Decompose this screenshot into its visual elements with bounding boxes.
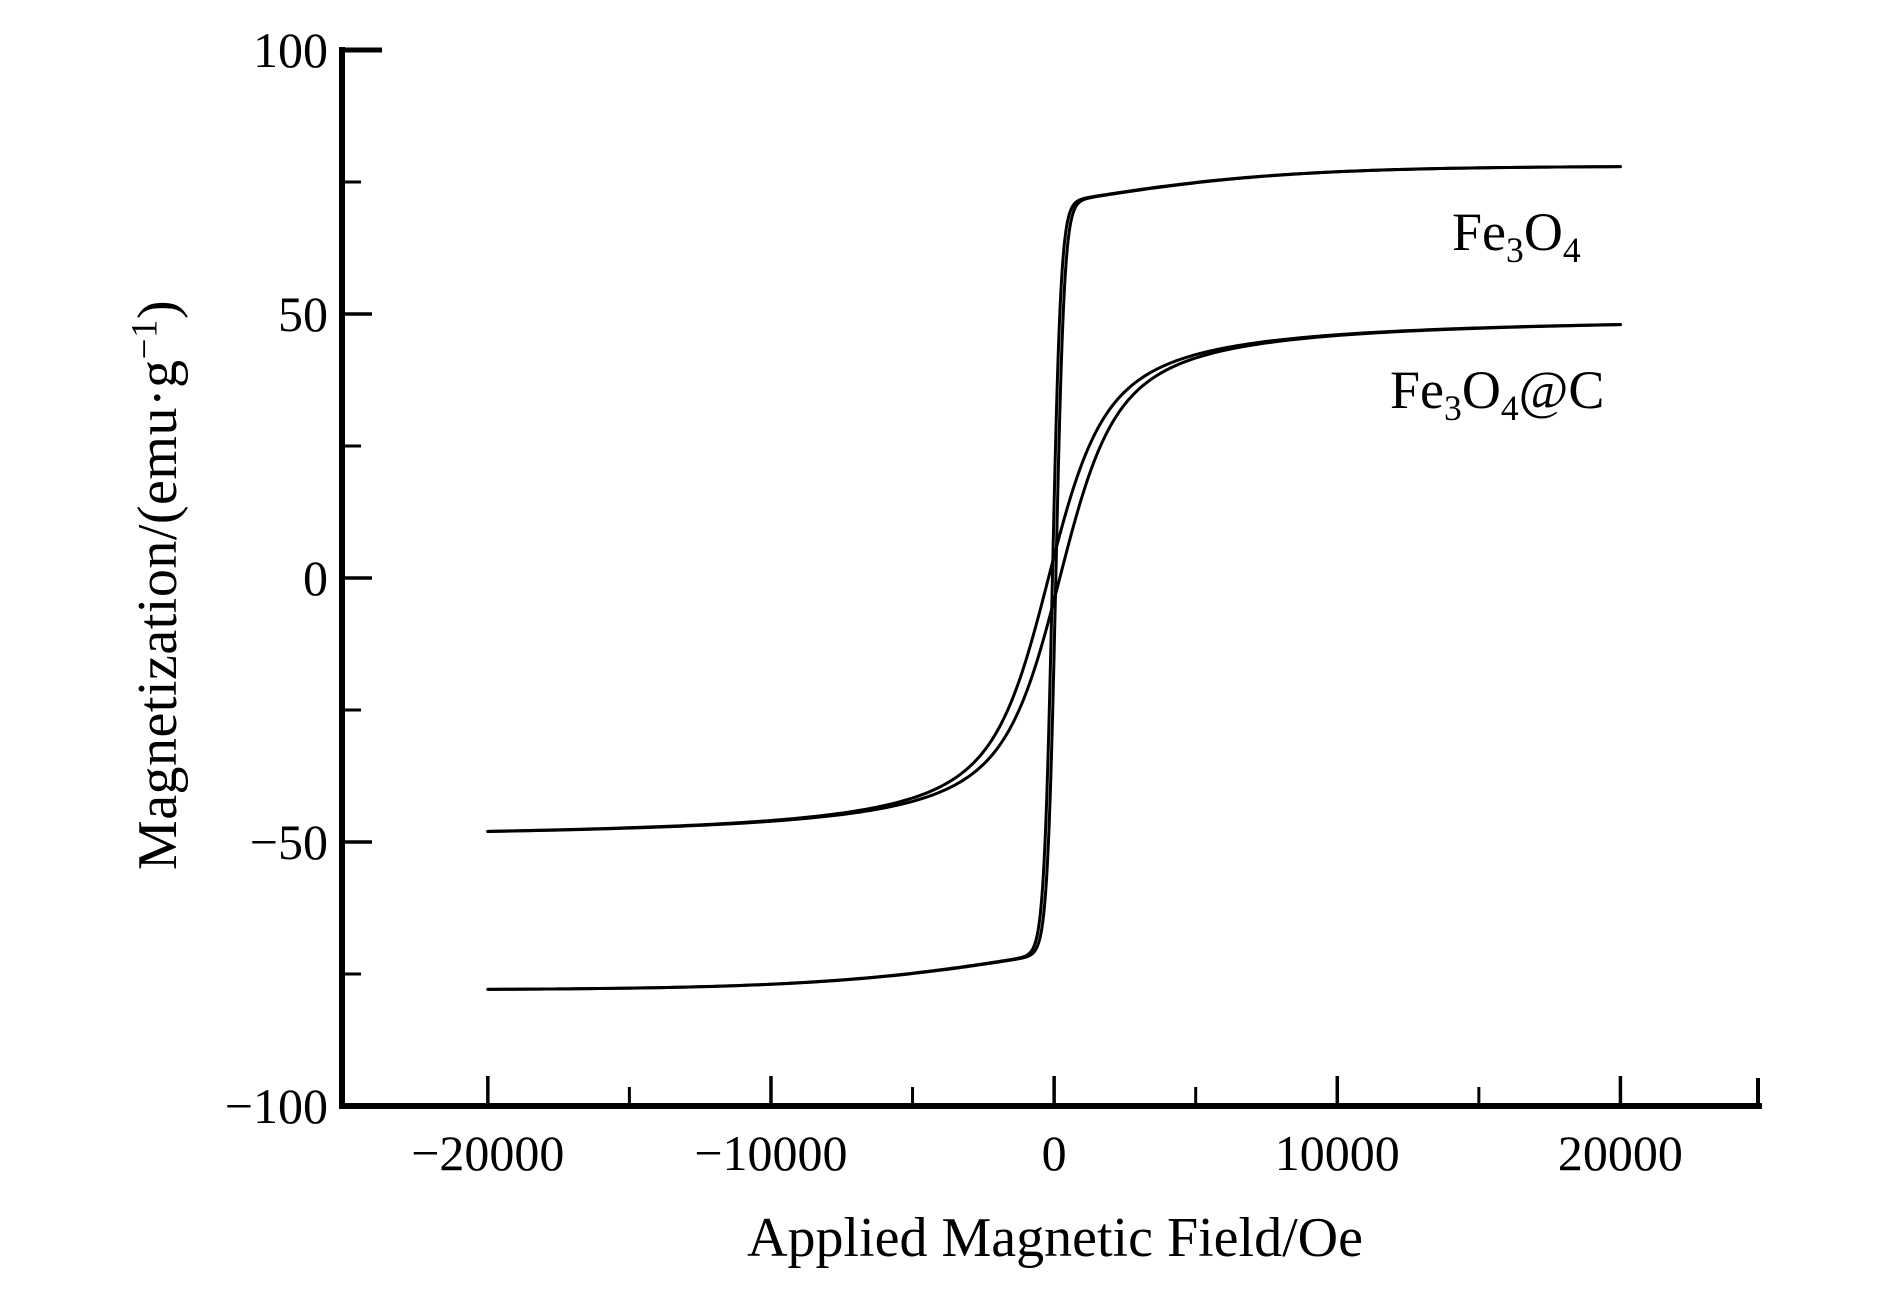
curve-fe3o4-ascending-branch xyxy=(486,165,1622,991)
y-tick-label: 0 xyxy=(303,550,328,606)
subscript: 4 xyxy=(1500,387,1519,428)
subscript: 3 xyxy=(1506,229,1524,270)
text-run: ) xyxy=(127,299,189,320)
subscript: 3 xyxy=(1444,387,1462,428)
x-tick-label: −20000 xyxy=(411,1125,564,1181)
text-run: Fe xyxy=(1390,360,1444,420)
series-label-fe3o4: Fe3O4 xyxy=(1452,201,1581,268)
x-tick-label: 0 xyxy=(1042,1125,1067,1181)
text-run: Fe xyxy=(1452,202,1506,262)
curve-fe3o4-c-ascending-branch xyxy=(486,323,1622,834)
text-run: Magnetization/(emu·g xyxy=(127,359,189,871)
text-run: @C xyxy=(1518,360,1605,420)
curve-fe3o4-c-descending-branch xyxy=(486,322,1622,833)
x-axis-title: Applied Magnetic Field/Oe xyxy=(747,1207,1363,1269)
series-label-fe3o4-at-c: Fe3O4@C xyxy=(1390,359,1605,426)
y-tick-label: 50 xyxy=(278,286,328,342)
y-tick-label: −50 xyxy=(250,814,328,870)
y-tick-label: −100 xyxy=(225,1078,328,1134)
y-tick-label: 100 xyxy=(253,22,328,78)
text-run: O xyxy=(1523,202,1563,262)
curve-fe3o4-descending-branch xyxy=(486,165,1622,991)
superscript: −1 xyxy=(123,319,165,360)
subscript: 4 xyxy=(1562,229,1581,270)
x-tick-label: 10000 xyxy=(1275,1125,1400,1181)
y-axis-title: Magnetization/(emu·g−1) xyxy=(123,299,190,871)
x-tick-label: 20000 xyxy=(1558,1125,1683,1181)
text-run: O xyxy=(1461,360,1501,420)
x-tick-label: −10000 xyxy=(694,1125,847,1181)
